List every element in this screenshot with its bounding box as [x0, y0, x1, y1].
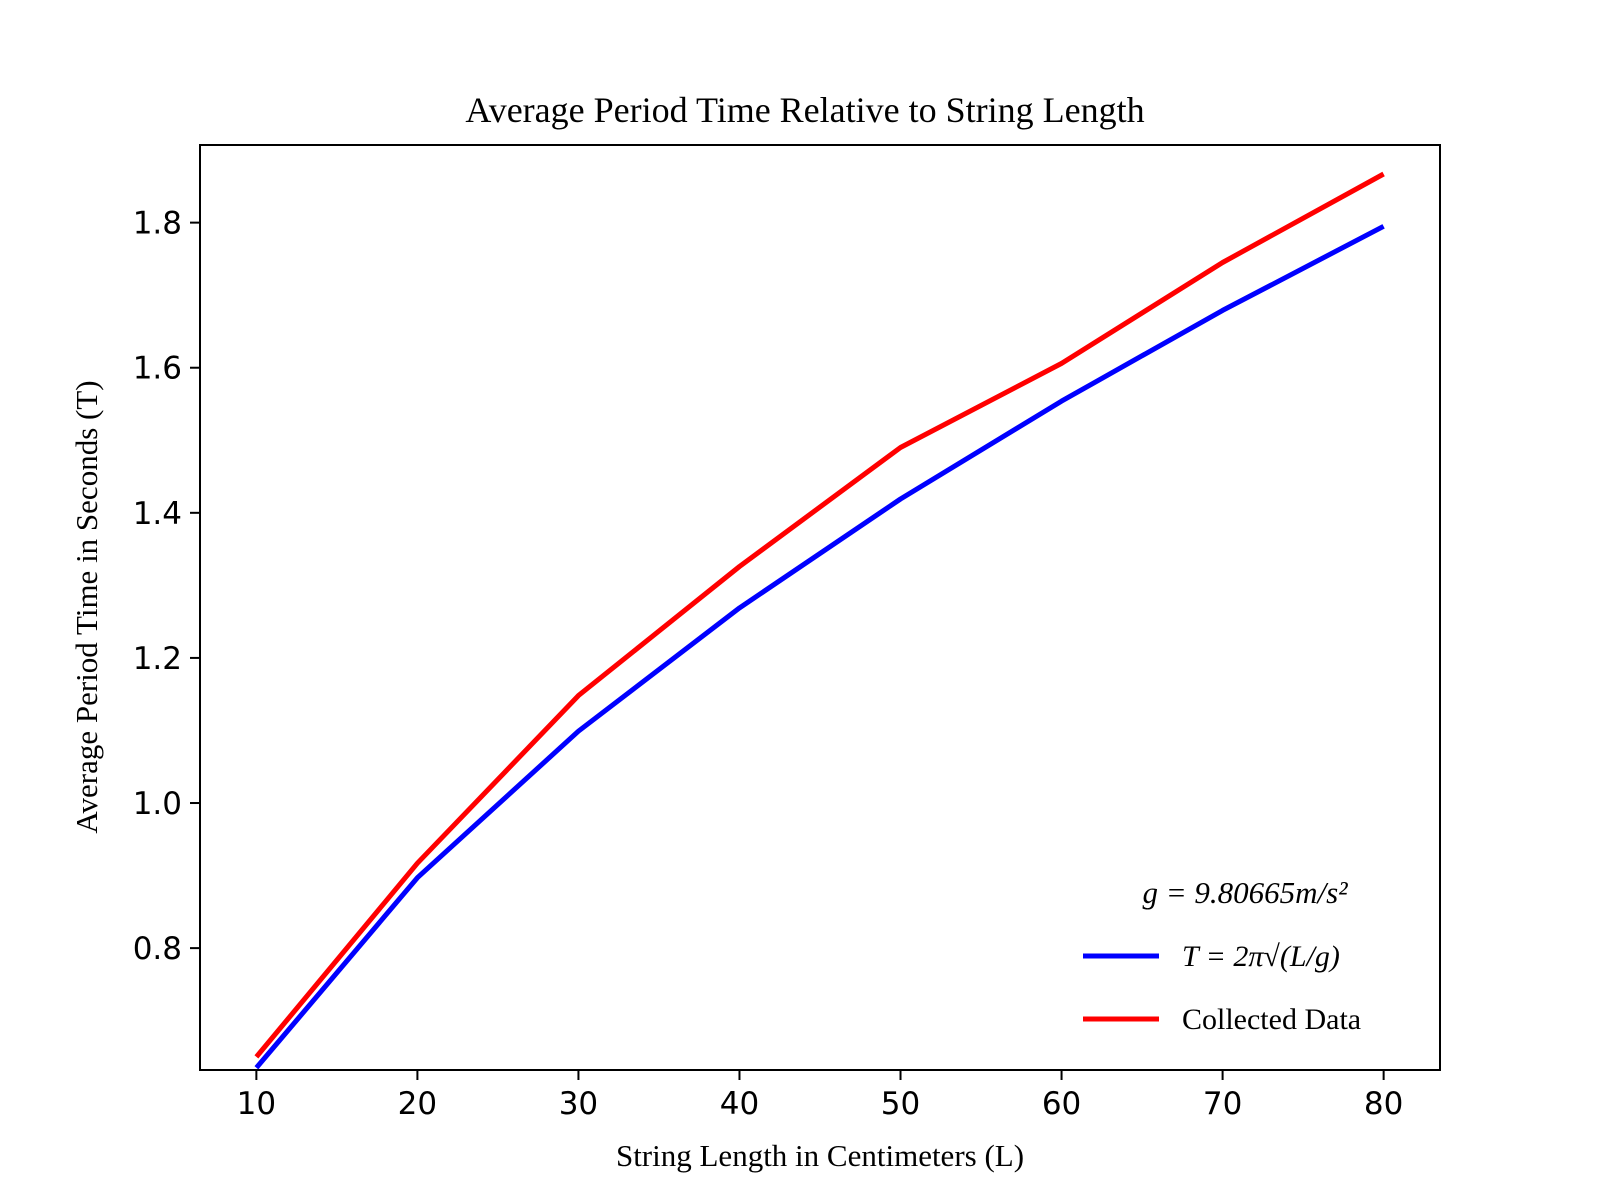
x-tick-label: 60 — [1042, 1086, 1081, 1122]
legend-label-theory: T = 2π√(L/g) — [1182, 940, 1340, 973]
x-tick-label: 50 — [881, 1086, 920, 1122]
y-axis-label: Average Period Time in Seconds (T) — [69, 380, 104, 833]
y-tick-label: 1.0 — [133, 786, 182, 822]
legend: g = 9.80665m/s² T = 2π√(L/g) Collected D… — [1083, 875, 1361, 1036]
x-tick-label: 70 — [1203, 1086, 1242, 1122]
x-tick-label: 40 — [720, 1086, 759, 1122]
legend-label-collected: Collected Data — [1182, 1003, 1361, 1036]
y-tick-label: 0.8 — [133, 931, 182, 967]
series-line-collected — [254, 171, 1385, 1059]
x-tick-label: 30 — [559, 1086, 598, 1122]
y-tick-label: 1.8 — [133, 206, 182, 242]
y-axis: 0.8 1.0 1.2 1.4 1.6 1.8 — [133, 206, 200, 967]
x-tick-label: 80 — [1364, 1086, 1403, 1122]
plot-area — [254, 171, 1385, 1070]
series-line-theory — [254, 224, 1385, 1070]
legend-header: g = 9.80665m/s² — [1142, 875, 1348, 910]
y-tick-label: 1.4 — [133, 496, 182, 532]
x-axis-label: String Length in Centimeters (L) — [616, 1138, 1024, 1173]
chart-title: Average Period Time Relative to String L… — [465, 90, 1144, 130]
y-tick-label: 1.6 — [133, 351, 182, 387]
x-tick-label: 20 — [398, 1086, 437, 1122]
y-tick-label: 1.2 — [133, 641, 182, 677]
x-tick-label: 10 — [237, 1086, 276, 1122]
plot-frame — [199, 144, 1441, 1071]
x-axis: 10 20 30 40 50 60 70 80 — [237, 1070, 1403, 1122]
